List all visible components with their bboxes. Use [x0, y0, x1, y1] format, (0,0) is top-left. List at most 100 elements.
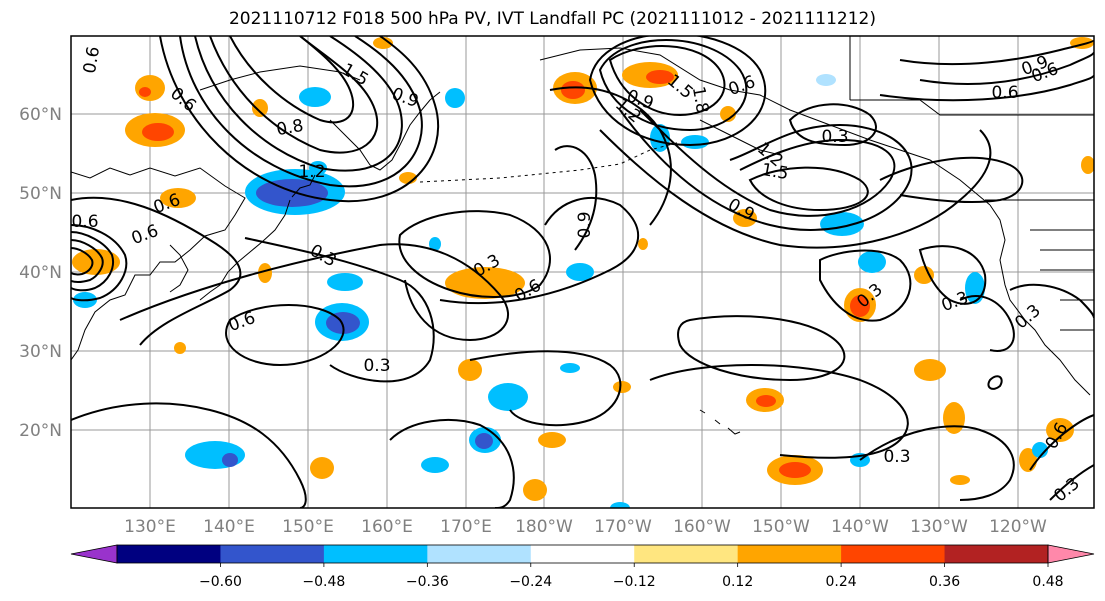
- pv-negative-patch: [429, 237, 441, 251]
- map-title: 2021110712 F018 500 hPa PV, IVT Landfall…: [228, 9, 876, 29]
- colorbar-tick-label: 0.24: [826, 574, 857, 590]
- colorbar-tick-label: −0.36: [406, 574, 449, 590]
- pv-positive-patch: [943, 402, 965, 434]
- longitude-label: 150°E: [282, 517, 334, 537]
- pv-positive-patch: [914, 359, 946, 381]
- longitude-label: 130°E: [124, 517, 176, 537]
- pv-positive-patch: [914, 266, 934, 284]
- colorbar-tick-label: 0.36: [929, 574, 960, 590]
- latitude-label: 50°N: [19, 184, 62, 204]
- pv-negative-patch: [327, 273, 363, 291]
- pv-positive-patch: [950, 475, 970, 485]
- pv-positive-patch: [1081, 156, 1094, 174]
- longitude-label: 170°E: [440, 517, 492, 537]
- ivt-contours: [71, 36, 1094, 508]
- contour-label: 0.3: [821, 127, 848, 147]
- contour-label: 1.8: [688, 85, 712, 115]
- pv-positive-core: [561, 81, 585, 99]
- pv-negative-patch: [488, 383, 528, 411]
- colorbar-segment: [737, 545, 842, 563]
- longitude-label: 130°W: [910, 517, 968, 537]
- pv-negative-patch: [858, 251, 886, 273]
- pv-positive-core: [646, 70, 674, 84]
- pv-positive-patch: [373, 37, 393, 49]
- pv-positive-core: [779, 462, 811, 478]
- longitude-labels: 130°E 140°E 150°E 160°E 170°E 180°W 170°W 160°W…: [124, 517, 1047, 537]
- pv-negative-patch: [820, 212, 864, 236]
- pv-negative-core: [256, 179, 328, 207]
- pv-positive-patch: [638, 238, 648, 250]
- pv-negative-patch: [1032, 442, 1048, 458]
- colorbar-tick-label: −0.12: [613, 574, 656, 590]
- pv-positive-patch: [523, 479, 547, 501]
- gridlines: [71, 36, 1094, 508]
- colorbar-tick-label: 0.48: [1032, 574, 1063, 590]
- pv-positive-patch: [252, 99, 268, 117]
- pv-negative-patch: [610, 502, 630, 508]
- colorbar-min-extension: [70, 544, 118, 564]
- pv-negative-patch: [681, 135, 709, 149]
- pv-positive-core: [850, 295, 870, 317]
- contour-label: 0.3: [883, 447, 910, 467]
- latitude-label: 60°N: [19, 105, 62, 125]
- pv-positive-patch: [458, 359, 482, 381]
- pv-positive-patch: [258, 263, 272, 283]
- longitude-label: 140°E: [203, 517, 255, 537]
- pv-positive-core: [139, 87, 151, 97]
- colorbar-segment: [117, 545, 221, 563]
- longitude-label: 120°W: [989, 517, 1047, 537]
- pv-positive-patch: [310, 457, 334, 479]
- pv-positive-patch: [538, 432, 566, 448]
- longitude-label: 160°E: [361, 517, 413, 537]
- pv-negative-patch: [445, 88, 465, 108]
- contour-label: 1.5: [760, 160, 790, 184]
- pv-negative-patch: [421, 457, 449, 473]
- colorbar-segment: [634, 545, 739, 563]
- contour-label: 0.8: [275, 116, 305, 140]
- pv-negative-core: [222, 453, 238, 467]
- pv-anomaly-fills: [72, 37, 1094, 508]
- colorbar-max-extension: [1047, 544, 1095, 564]
- latitude-labels: 60°N 50°N 40°N 30°N 20°N: [19, 105, 62, 441]
- colorbar-segment: [220, 545, 325, 563]
- pv-positive-patch: [613, 381, 631, 393]
- contour-label: 0.6: [80, 45, 104, 75]
- colorbar-tick-label: −0.60: [199, 574, 242, 590]
- pv-positive-patch: [1046, 418, 1074, 442]
- longitude-label: 140°W: [831, 517, 889, 537]
- pv-negative-core: [326, 312, 360, 334]
- pv-negative-patch: [566, 263, 594, 281]
- pv-negative-patch: [299, 87, 331, 107]
- latitude-label: 20°N: [19, 421, 62, 441]
- coastlines: [71, 36, 1094, 435]
- contour-label: 0.6: [71, 212, 98, 232]
- pv-negative-patch: [650, 124, 670, 152]
- colorbar-tick-label: −0.24: [509, 574, 552, 590]
- pv-positive-core: [142, 123, 174, 141]
- pv-positive-patch: [445, 267, 525, 299]
- colorbar-segment: [323, 545, 428, 563]
- contour-label: 1.2: [298, 162, 325, 182]
- pv-negative-patch: [185, 441, 245, 469]
- colorbar-segment: [427, 545, 532, 563]
- pv-negative-patch: [816, 74, 836, 86]
- pv-positive-patch: [174, 342, 186, 354]
- longitude-label: 170°W: [594, 517, 652, 537]
- colorbar-segment: [841, 545, 946, 563]
- contour-label: 0.6: [991, 83, 1018, 103]
- contour-label: 0.3: [363, 356, 390, 376]
- colorbar-tick-label: −0.48: [302, 574, 345, 590]
- colorbar-outline: [116, 544, 1049, 564]
- pv-positive-core: [756, 395, 776, 407]
- pv-positive-patch: [160, 188, 196, 208]
- longitude-label: 180°W: [515, 517, 573, 537]
- colorbar-segment: [530, 545, 635, 563]
- colorbar-segment: [944, 545, 1049, 563]
- pv-negative-core: [475, 433, 493, 449]
- colorbar-tick-label: 0.12: [722, 574, 753, 590]
- longitude-label: 150°W: [752, 517, 810, 537]
- map-frame: [70, 35, 1095, 509]
- colorbar-tick-labels: −0.60 −0.48 −0.36 −0.24 −0.12 0.12 0.24 0.36 0.4…: [199, 563, 1064, 590]
- latitude-label: 40°N: [19, 263, 62, 283]
